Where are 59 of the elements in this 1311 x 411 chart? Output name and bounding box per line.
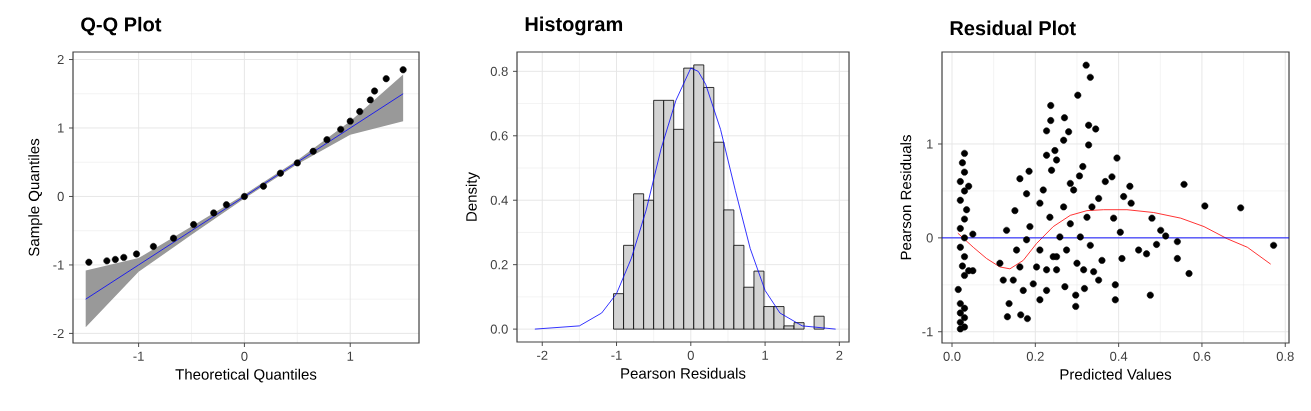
point xyxy=(366,96,374,104)
chart-title: Histogram xyxy=(525,16,623,36)
y-tick-label: 0.2 xyxy=(490,260,508,270)
y-tick-label: 0.4 xyxy=(490,195,508,205)
point xyxy=(356,108,364,116)
x-tick-label: 1 xyxy=(347,351,354,361)
x-tick-label: 0.2 xyxy=(1026,351,1044,361)
y-tick-label: 0.6 xyxy=(490,131,508,141)
point xyxy=(309,147,317,155)
point xyxy=(276,169,284,177)
y-tick-label: 2 xyxy=(57,54,64,65)
line-series xyxy=(534,67,837,330)
point xyxy=(133,250,140,258)
x-tick-label: 0.4 xyxy=(1110,351,1128,361)
point xyxy=(240,193,248,200)
chart-title: Residual Plot xyxy=(950,20,1076,36)
point xyxy=(210,209,218,217)
point xyxy=(85,258,93,266)
point xyxy=(170,234,177,242)
point xyxy=(293,159,301,167)
x-tick-label: 0.6 xyxy=(1193,351,1211,361)
point xyxy=(323,136,331,144)
point xyxy=(120,253,128,261)
point xyxy=(222,201,230,209)
x-axis-title: Pearson Residuals xyxy=(621,367,746,379)
y-tick-label: 0.8 xyxy=(490,66,508,76)
chart-title: Q-Q Plot xyxy=(81,16,162,36)
y-tick-label: 1 xyxy=(927,139,933,149)
y-axis-title: Pearson Residuals xyxy=(900,135,912,260)
y-tick-label: -1 xyxy=(922,327,933,337)
point xyxy=(190,221,198,229)
x-tick-label: 0.0 xyxy=(943,351,961,361)
x-tick-label: -1 xyxy=(133,351,144,361)
point xyxy=(399,66,407,74)
y-axis-title: Density xyxy=(465,172,480,221)
x-tick-label: -1 xyxy=(611,350,622,360)
point xyxy=(371,87,379,95)
point xyxy=(111,255,119,263)
x-axis-title: Theoretical Quantiles xyxy=(175,368,317,383)
x-tick-label: 0 xyxy=(241,351,248,361)
point xyxy=(337,125,345,133)
point xyxy=(103,257,111,265)
y-tick-label: 0.0 xyxy=(490,324,508,334)
y-tick-label: 0 xyxy=(57,191,64,202)
x-tick-label: 2 xyxy=(836,350,843,360)
point xyxy=(382,75,390,83)
x-tick-label: 0.8 xyxy=(1276,351,1294,361)
y-tick-label: -1 xyxy=(53,260,64,270)
x-axis-title: Predicted Values xyxy=(1060,368,1172,380)
x-tick-label: 1 xyxy=(762,350,769,360)
point xyxy=(346,117,354,125)
y-tick-label: 0 xyxy=(926,233,933,243)
y-tick-label: -2 xyxy=(53,328,64,338)
x-tick-label: -2 xyxy=(537,350,548,360)
x-tick-label: 0 xyxy=(687,350,694,360)
y-axis-title: Sample Quantiles xyxy=(28,138,43,257)
point xyxy=(259,182,267,190)
point xyxy=(149,242,157,250)
y-tick-label: 1 xyxy=(58,123,64,133)
